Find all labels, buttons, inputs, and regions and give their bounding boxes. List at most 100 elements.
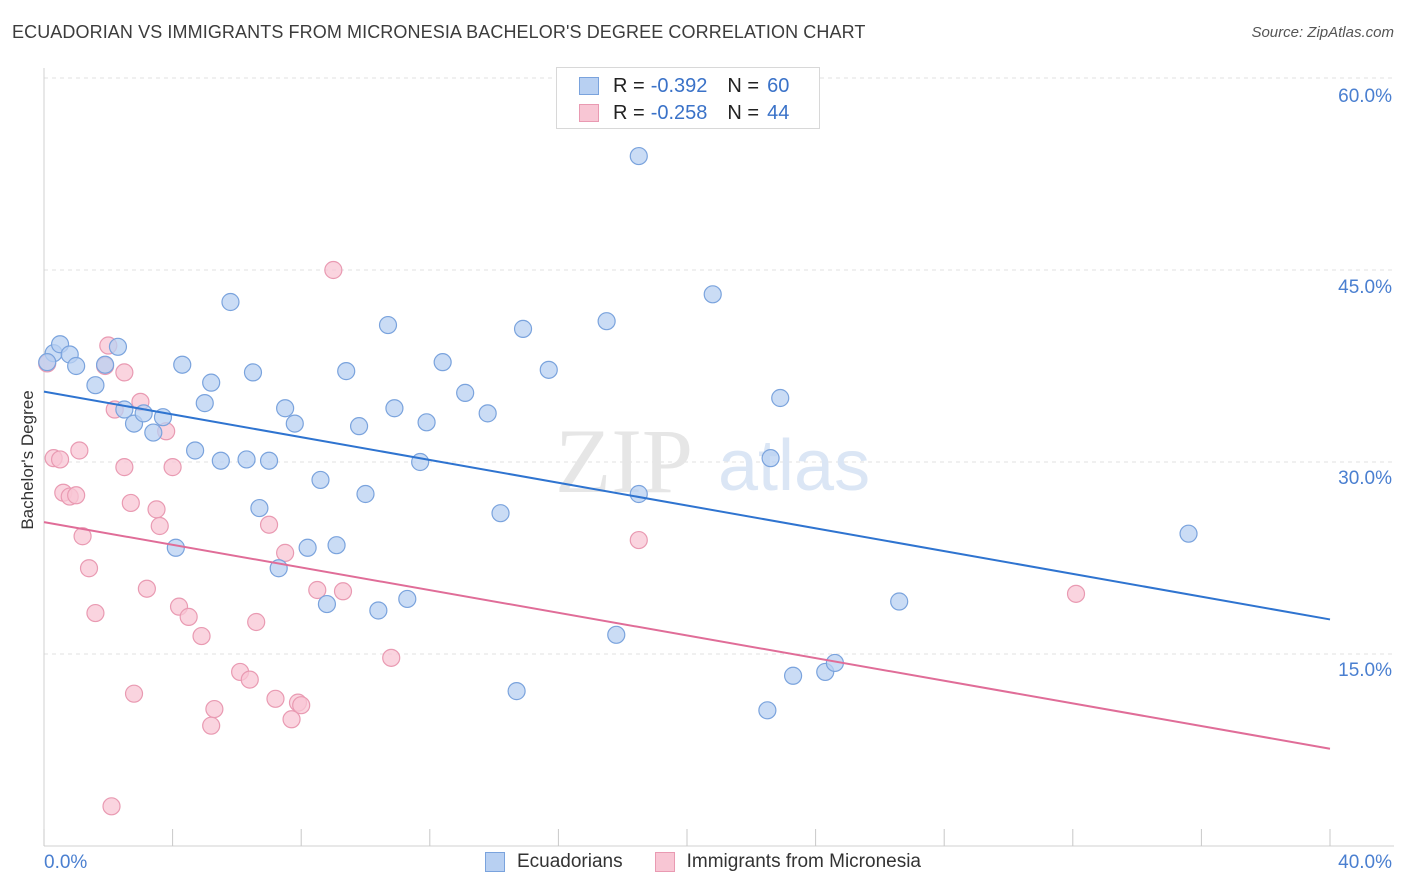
- ecuadorian-point: [385, 399, 404, 418]
- ecuadorian-point: [38, 353, 57, 372]
- ecuadorian-point: [1179, 524, 1198, 543]
- legend-label-micronesia: Immigrants from Micronesia: [686, 851, 921, 872]
- ecuadorian-point: [186, 441, 205, 460]
- legend-swatch-pink: [579, 104, 599, 122]
- micronesia-point: [137, 579, 156, 598]
- ecuadorian-point: [108, 337, 128, 356]
- legend-r-value: -0.392: [650, 74, 708, 97]
- ecuadorian-point: [378, 315, 398, 335]
- y-tick-label: 30.0%: [1338, 468, 1392, 489]
- ecuadorian-point: [243, 363, 263, 382]
- y-tick-label: 15.0%: [1338, 660, 1392, 681]
- trend-lines: [43, 390, 1331, 750]
- ecuadorian-point: [276, 399, 295, 418]
- immigrants-from-micronesia-points: [38, 260, 1086, 816]
- micronesia-point: [247, 612, 266, 632]
- y-tick-label: 60.0%: [1338, 86, 1392, 107]
- micronesia-point: [1066, 584, 1086, 603]
- ecuadorian-point: [67, 356, 86, 376]
- ecuadorian-point: [456, 383, 475, 402]
- legend-label-ecuadorians: Ecuadorians: [516, 851, 623, 872]
- ecuadorian-point: [411, 452, 430, 472]
- ecuadorian-point: [259, 451, 279, 470]
- legend-n-value: 44: [767, 101, 790, 124]
- micronesia-point: [67, 486, 86, 505]
- ecuadorian-point: [349, 417, 369, 436]
- y-axis-label: Bachelor's Degree: [18, 390, 37, 530]
- ecuadorian-point: [337, 362, 356, 381]
- ecuadorian-point: [86, 376, 105, 395]
- correlation-legend: R = -0.392 N = 60 R = -0.258 N = 44: [556, 67, 820, 129]
- ecuadorian-point: [144, 423, 163, 442]
- ecuadorian-point: [703, 285, 722, 304]
- x-tick-label-min: 0.0%: [44, 852, 88, 873]
- micronesia-point: [147, 500, 166, 519]
- micronesia-point: [324, 260, 343, 280]
- ecuadorian-point: [491, 504, 510, 523]
- watermark-zip: ZIP: [555, 410, 693, 512]
- ecuadorian-point: [327, 536, 346, 555]
- micronesia-point: [115, 363, 134, 382]
- series-legend: Ecuadorians Immigrants from Micronesia: [0, 851, 1406, 873]
- ecuadorian-point: [478, 404, 497, 423]
- ecuadorian-point: [507, 682, 526, 701]
- ecuadorian-point: [398, 589, 417, 609]
- legend-r-label: R =: [613, 74, 645, 97]
- micronesia-point: [205, 699, 224, 719]
- ecuadorian-point: [758, 701, 777, 720]
- ecuadorian-point: [317, 594, 337, 614]
- ecuadorian-point: [890, 592, 909, 611]
- micronesia-point: [292, 696, 311, 715]
- legend-swatch-blue: [484, 852, 505, 872]
- ecuadorian-point: [237, 450, 256, 469]
- micronesia-point: [240, 670, 259, 689]
- micronesia-point: [102, 797, 121, 816]
- legend-r-label: R =: [613, 101, 645, 124]
- micronesia-point: [163, 458, 182, 477]
- legend-swatch-pink: [654, 852, 675, 872]
- legend-swatch-blue: [579, 77, 599, 95]
- ecuadorian-point: [417, 413, 436, 432]
- micronesia-point: [308, 580, 327, 600]
- grid-lines: [44, 77, 1394, 655]
- micronesia-point: [70, 441, 89, 460]
- ecuadorian-point: [761, 449, 780, 468]
- ecuadorian-point: [95, 355, 115, 374]
- axes: [43, 68, 1394, 847]
- source-label: Source: ZipAtlas.com: [1251, 24, 1394, 41]
- micronesia-point: [50, 450, 70, 469]
- legend-item-ecuadorians: Ecuadorians: [484, 851, 623, 873]
- micronesia-point: [266, 689, 285, 708]
- micronesia-point: [192, 626, 211, 646]
- micronesia-point: [259, 515, 279, 534]
- ecuadorian-point: [629, 484, 648, 504]
- ecuadorians-trend-line: [43, 390, 1331, 621]
- ecuadorian-point: [607, 625, 626, 644]
- legend-n-label: N =: [727, 74, 760, 97]
- micronesia-point: [115, 458, 134, 477]
- watermark-atlas: atlas: [718, 426, 870, 506]
- ecuadorian-point: [202, 373, 221, 392]
- micronesia-point: [382, 648, 401, 667]
- micronesia-point: [282, 710, 301, 729]
- ecuadorian-point: [356, 484, 375, 504]
- ecuadorian-point: [597, 312, 616, 331]
- legend-item-micronesia: Immigrants from Micronesia: [654, 851, 921, 873]
- x-tick-label-max: 40.0%: [1338, 852, 1392, 873]
- legend-r-value: -0.258: [650, 101, 708, 124]
- micronesia-point: [79, 559, 99, 578]
- ecuadorian-point: [211, 451, 230, 470]
- ecuadorian-point: [195, 394, 214, 413]
- ecuadorian-point: [771, 388, 790, 408]
- legend-n-value: 60: [767, 74, 790, 97]
- micronesia-point: [179, 607, 198, 626]
- micronesia-point: [629, 530, 648, 550]
- micronesia-point: [333, 582, 353, 601]
- ecuadorian-point: [221, 292, 240, 312]
- micronesia-point: [150, 516, 169, 536]
- watermark: ZIP atlas: [555, 410, 870, 512]
- ecuadorian-point: [539, 360, 558, 379]
- legend-n-label: N =: [727, 101, 760, 124]
- ecuadorian-point: [629, 146, 648, 166]
- chart-title: ECUADORIAN VS IMMIGRANTS FROM MICRONESIA…: [12, 22, 866, 42]
